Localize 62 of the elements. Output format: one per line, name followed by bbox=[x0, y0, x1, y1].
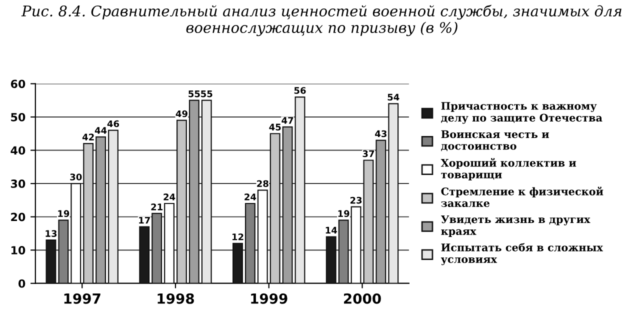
data-label: 24 bbox=[244, 194, 256, 200]
y-tick-label: 20 bbox=[11, 212, 26, 222]
bar bbox=[201, 100, 212, 284]
data-label: 13 bbox=[46, 230, 57, 237]
data-label: 19 bbox=[338, 210, 350, 218]
data-label: 24 bbox=[164, 194, 176, 200]
data-label: 54 bbox=[388, 94, 400, 101]
bar bbox=[46, 240, 56, 284]
data-label: 43 bbox=[375, 130, 386, 138]
bar bbox=[244, 202, 256, 284]
legend-label: Воинская честь и достоинство bbox=[441, 130, 549, 152]
legend-label: Причастность к важному делу по защите Отечества bbox=[441, 102, 602, 124]
bar bbox=[96, 136, 106, 284]
data-label: 47 bbox=[282, 117, 294, 124]
data-label: 23 bbox=[350, 196, 362, 204]
data-label: 17 bbox=[139, 216, 150, 224]
bar bbox=[326, 236, 336, 284]
legend-label: Испытать себя в сложных условиях bbox=[440, 243, 604, 266]
bar bbox=[338, 220, 349, 284]
data-label: 55 bbox=[188, 90, 200, 98]
x-tick-label: 1999 bbox=[251, 293, 288, 304]
bar bbox=[270, 133, 280, 284]
legend-label: Стремление к физической закалке bbox=[441, 186, 604, 208]
y-tick-label: 60 bbox=[10, 80, 26, 88]
data-label: 56 bbox=[294, 87, 306, 94]
data-label: 42 bbox=[82, 134, 94, 140]
data-label: 37 bbox=[362, 150, 374, 158]
bar bbox=[294, 96, 306, 284]
data-label: 28 bbox=[257, 180, 268, 188]
data-label: 55 bbox=[201, 90, 212, 98]
data-label: 49 bbox=[176, 110, 188, 118]
y-tick-label: 50 bbox=[11, 112, 26, 122]
x-tick-label: 1997 bbox=[64, 293, 100, 304]
y-tick-label: 10 bbox=[11, 246, 26, 254]
bar bbox=[83, 143, 94, 284]
bar bbox=[152, 212, 162, 284]
data-label: 45 bbox=[269, 124, 281, 130]
data-label: 30 bbox=[70, 174, 82, 180]
bar bbox=[376, 140, 386, 284]
data-label: 12 bbox=[232, 233, 244, 240]
y-tick-label: 30 bbox=[10, 180, 26, 188]
bar bbox=[176, 120, 187, 284]
x-tick-label: 1998 bbox=[158, 293, 194, 304]
bar bbox=[388, 103, 399, 284]
data-label: 14 bbox=[326, 226, 337, 234]
data-label: 19 bbox=[58, 210, 70, 218]
bar bbox=[188, 100, 200, 284]
bar bbox=[282, 126, 293, 284]
data-label: 46 bbox=[107, 120, 120, 128]
data-label: 21 bbox=[151, 204, 162, 210]
bar bbox=[108, 130, 118, 284]
bar bbox=[232, 242, 243, 284]
y-tick-label: 40 bbox=[10, 146, 26, 155]
chart-title: Рис. 8.4. Сравнительный анализ ценностей военной службы, значимых для военнослужащих по призыву (в %) bbox=[21, 4, 622, 36]
bar bbox=[139, 226, 150, 284]
bar bbox=[58, 220, 69, 284]
x-tick-label: 2000 bbox=[344, 293, 381, 304]
legend-label: Хороший коллектив и товарищи bbox=[440, 158, 576, 180]
legend-label: Увидеть жизнь в других краях bbox=[441, 215, 590, 238]
y-tick-label: 0 bbox=[18, 279, 26, 288]
data-label: 44 bbox=[94, 127, 107, 134]
bar bbox=[363, 160, 374, 284]
